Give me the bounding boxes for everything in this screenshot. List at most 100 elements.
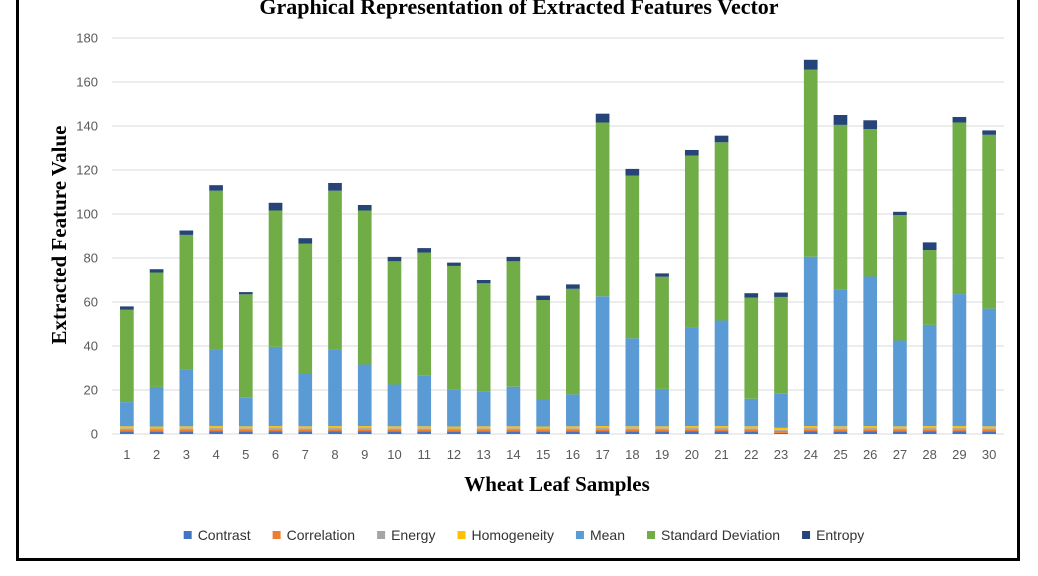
- y-tick-label: 140: [76, 119, 98, 134]
- bar-segment: [863, 428, 878, 430]
- bar-segment: [952, 431, 967, 434]
- bar-segment: [328, 426, 342, 429]
- bar-segment: [833, 289, 848, 427]
- bar-segment: [684, 429, 699, 432]
- bar-segment: [893, 429, 907, 432]
- bar-segment: [833, 426, 848, 429]
- bar-segment: [179, 230, 194, 235]
- bar-segment: [298, 426, 313, 429]
- bar-segment: [744, 428, 759, 430]
- bar-segment: [833, 124, 848, 290]
- bar-segment: [238, 294, 253, 398]
- bar-segment: [238, 431, 253, 434]
- bar-segment: [684, 431, 699, 434]
- bar-segment: [506, 429, 521, 432]
- bar-segment: [952, 116, 967, 123]
- bar-segment: [625, 428, 640, 430]
- bar-segment: [803, 429, 818, 432]
- bar-segment: [714, 431, 729, 434]
- bar-segment: [120, 431, 134, 434]
- bar-segment: [863, 276, 878, 427]
- bar-segment: [863, 129, 878, 277]
- bar-segment: [417, 252, 432, 376]
- bar-segment: [893, 428, 907, 430]
- gridlines: [112, 37, 1004, 435]
- bar-segment: [149, 269, 164, 273]
- legend-label: Homogeneity: [471, 527, 554, 543]
- bar-segment: [536, 300, 550, 400]
- bar-segment: [714, 142, 729, 321]
- bar-segment: [298, 431, 313, 434]
- bar-segment: [149, 429, 164, 432]
- bar-segment: [179, 428, 194, 430]
- bar-segment: [149, 428, 164, 430]
- bar-segment: [328, 182, 342, 191]
- bar-segment: [149, 431, 164, 434]
- bar-segment: [209, 429, 223, 432]
- bar-segment: [803, 59, 818, 70]
- bar-segment: [566, 288, 580, 395]
- bar-segment: [566, 426, 580, 429]
- bar-segment: [387, 429, 402, 432]
- legend-label: Entropy: [816, 527, 864, 543]
- bar-segment: [387, 261, 402, 385]
- bar-segment: [744, 429, 759, 432]
- bar-segment: [833, 428, 848, 430]
- bar-segment: [536, 428, 550, 430]
- bar-segment: [982, 428, 996, 430]
- bar-segment: [238, 426, 253, 429]
- bar-segment: [595, 122, 610, 297]
- bar-segment: [179, 431, 194, 434]
- bar-segment: [536, 429, 550, 432]
- bar-segment: [863, 429, 878, 432]
- bar-segment: [328, 190, 342, 350]
- bar-segment: [714, 428, 729, 430]
- bar-segment: [328, 428, 342, 430]
- bar-segment: [893, 211, 907, 216]
- bar-segment: [506, 426, 521, 429]
- bar-segment: [952, 426, 967, 429]
- bar-segment: [447, 428, 461, 430]
- bar-segment: [387, 428, 402, 430]
- y-tick-label: 80: [84, 251, 98, 266]
- bar-segment: [803, 431, 818, 434]
- bar-segment: [268, 346, 283, 427]
- x-tick-label: 1: [123, 447, 130, 462]
- bar-segment: [595, 431, 610, 434]
- bar-segment: [655, 276, 669, 389]
- y-tick-label: 60: [84, 295, 98, 310]
- bar-segment: [774, 393, 788, 428]
- bar-segment: [655, 273, 669, 277]
- bar-segment: [714, 320, 729, 427]
- legend-item: Energy: [377, 527, 435, 543]
- bar-segment: [595, 296, 610, 427]
- bar-segment: [536, 399, 550, 427]
- bar-segment: [982, 426, 996, 429]
- bar-segment: [417, 429, 432, 432]
- bar-segment: [149, 386, 164, 427]
- bar-segment: [566, 429, 580, 432]
- x-tick-label: 20: [685, 447, 699, 462]
- bar-segment: [476, 391, 491, 427]
- bar-segment: [476, 428, 491, 430]
- bar-segment: [120, 428, 134, 430]
- bar-segment: [833, 431, 848, 434]
- x-axis-title: Wheat Leaf Samples: [464, 472, 650, 496]
- bar-segment: [179, 429, 194, 432]
- x-tick-label: 6: [272, 447, 279, 462]
- legend-item: Standard Deviation: [646, 527, 780, 543]
- x-tick-label: 9: [361, 447, 368, 462]
- bar-segment: [357, 429, 372, 432]
- bar-segment: [209, 431, 223, 434]
- bar-segment: [209, 190, 223, 350]
- bar-segment: [566, 394, 580, 427]
- x-tick-label: 5: [242, 447, 249, 462]
- bar-segment: [476, 426, 491, 429]
- bar-segment: [982, 308, 996, 427]
- bar-segment: [714, 135, 729, 143]
- bar-segment: [774, 296, 788, 394]
- bar-segment: [417, 431, 432, 434]
- bar-segment: [744, 431, 759, 434]
- bar-segment: [357, 210, 372, 365]
